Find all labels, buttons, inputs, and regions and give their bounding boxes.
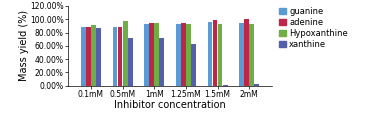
Bar	[160, 38, 164, 86]
Bar	[91, 25, 96, 86]
Bar	[144, 24, 149, 86]
Bar	[186, 24, 191, 86]
Bar	[155, 23, 159, 86]
Bar	[113, 27, 118, 86]
Bar	[208, 22, 212, 86]
Bar	[128, 38, 133, 86]
Bar	[149, 23, 154, 86]
Bar	[218, 24, 223, 86]
Bar	[191, 45, 196, 86]
Bar	[213, 20, 217, 86]
X-axis label: Inhibitor concentration: Inhibitor concentration	[114, 100, 226, 110]
Bar	[86, 27, 91, 86]
Y-axis label: Mass yield (%): Mass yield (%)	[19, 10, 29, 81]
Bar	[254, 84, 259, 86]
Bar	[96, 28, 101, 86]
Bar	[118, 27, 122, 86]
Legend: guanine, adenine, Hypoxanthine, xanthine: guanine, adenine, Hypoxanthine, xanthine	[278, 6, 349, 50]
Bar	[176, 24, 181, 86]
Bar	[239, 23, 244, 86]
Bar	[181, 23, 186, 86]
Bar	[123, 21, 127, 86]
Bar	[244, 19, 249, 86]
Bar	[81, 27, 86, 86]
Bar	[249, 24, 254, 86]
Bar	[223, 85, 228, 86]
